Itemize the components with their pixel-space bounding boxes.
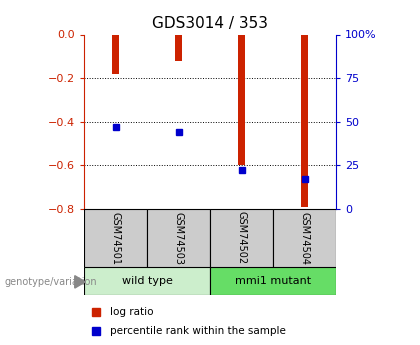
Bar bbox=[210, 209, 273, 267]
Text: wild type: wild type bbox=[121, 276, 173, 286]
Bar bbox=[210, 267, 336, 295]
Text: GSM74504: GSM74504 bbox=[299, 211, 310, 265]
Text: log ratio: log ratio bbox=[110, 307, 154, 317]
Bar bbox=[301, 34, 308, 207]
Text: GSM74502: GSM74502 bbox=[236, 211, 247, 265]
Text: genotype/variation: genotype/variation bbox=[4, 277, 97, 287]
Bar bbox=[175, 34, 182, 61]
Text: GSM74503: GSM74503 bbox=[173, 211, 184, 265]
Text: GSM74501: GSM74501 bbox=[110, 211, 121, 265]
Bar bbox=[273, 209, 336, 267]
Bar bbox=[112, 34, 119, 74]
Bar bbox=[84, 267, 210, 295]
Title: GDS3014 / 353: GDS3014 / 353 bbox=[152, 16, 268, 31]
Text: mmi1 mutant: mmi1 mutant bbox=[235, 276, 311, 286]
Bar bbox=[238, 34, 245, 165]
Text: percentile rank within the sample: percentile rank within the sample bbox=[110, 326, 286, 335]
Bar bbox=[84, 209, 147, 267]
Polygon shape bbox=[75, 276, 85, 288]
Bar bbox=[147, 209, 210, 267]
